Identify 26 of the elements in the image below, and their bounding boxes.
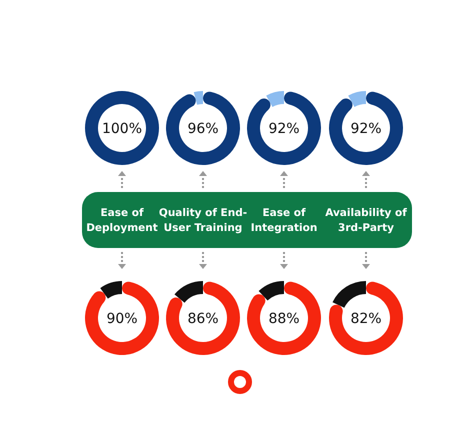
donut-slice (332, 281, 366, 308)
donut-slice (348, 91, 366, 107)
text: 90% (106, 310, 138, 327)
donut-slice (258, 281, 284, 301)
donut-slice (166, 92, 240, 165)
text: Ease of Deployment (86, 207, 158, 234)
text: Availability of 3rd-Party (325, 207, 408, 234)
text: 96% (187, 120, 219, 137)
donut-slice (266, 91, 284, 107)
donut-slice (100, 281, 122, 299)
donut-slice (85, 282, 159, 355)
text: Quality of End-User Training (158, 207, 248, 234)
text: 88% (268, 310, 300, 327)
donut-slice (174, 281, 203, 303)
donut-slice (194, 91, 203, 105)
text: 92% (350, 120, 382, 137)
text: 92% (268, 120, 300, 137)
text: Ease of Integration (250, 207, 318, 234)
text: 86% (187, 310, 219, 327)
text: 100% (102, 120, 142, 137)
donut-slice (247, 92, 321, 165)
donut-slice (329, 282, 403, 355)
donut-slice (247, 282, 321, 355)
donut-slice (329, 92, 403, 165)
text: 82% (350, 310, 382, 327)
donut-slice (166, 282, 240, 355)
